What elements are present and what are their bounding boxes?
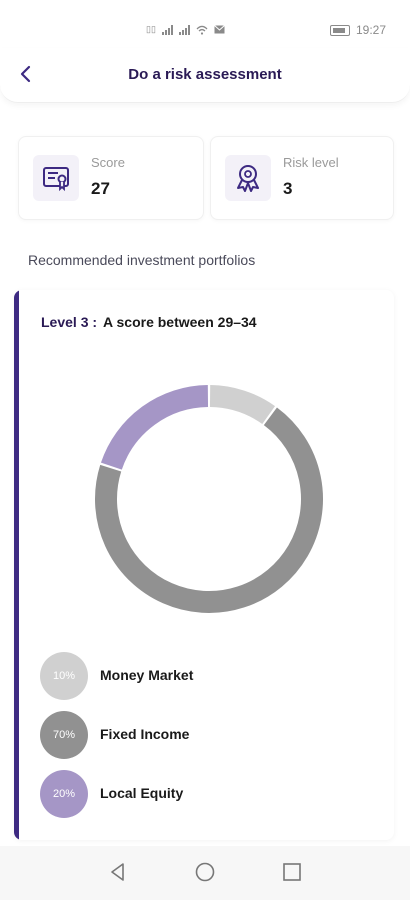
system-nav-bar: [0, 846, 410, 900]
allocation-donut-chart: [95, 385, 323, 613]
status-icons: ▯▯: [146, 24, 225, 35]
score-label: Score: [91, 155, 125, 170]
recents-square-icon: [283, 863, 301, 881]
wifi-icon: [196, 25, 208, 35]
level-label: Level 3 :: [41, 314, 98, 330]
chevron-left-icon: [20, 65, 31, 83]
certificate-icon: [33, 155, 79, 201]
back-button[interactable]: [14, 62, 38, 86]
score-card: Score 27: [18, 136, 204, 220]
status-time: 19:27: [356, 23, 387, 37]
risk-level-label: Risk level: [283, 155, 339, 170]
signal-icon: [161, 24, 173, 35]
sim-icon: ▯▯: [146, 24, 156, 34]
home-circle-icon: [195, 862, 215, 882]
donut-slice-fixed-income: [95, 407, 323, 613]
level-description: A score between 29–34: [103, 314, 257, 330]
accent-bar: [14, 290, 19, 840]
legend-percent-badge: 20%: [40, 770, 88, 818]
nav-home-button[interactable]: [193, 860, 217, 884]
level-heading: Level 3 : A score between 29–34: [41, 314, 257, 330]
back-triangle-icon: [111, 863, 124, 881]
legend-label: Local Equity: [100, 785, 184, 801]
legend-percent-badge: 70%: [40, 711, 88, 759]
risk-level-card: Risk level 3: [210, 136, 394, 220]
portfolio-card: Level 3 : A score between 29–34 10% Money…: [14, 290, 394, 840]
status-bar: ▯▯ 19:27: [0, 0, 410, 46]
legend-label: Fixed Income: [100, 726, 190, 742]
award-ribbon-icon: [225, 155, 271, 201]
nav-recents-button[interactable]: [280, 860, 304, 884]
score-value: 27: [91, 179, 110, 198]
signal-icon: [178, 24, 190, 35]
legend-label: Money Market: [100, 667, 194, 683]
legend-percent-badge: 10%: [40, 652, 88, 700]
app-bar: Do a risk assessment: [0, 48, 410, 103]
nav-back-button[interactable]: [106, 860, 130, 884]
mail-icon: [214, 25, 225, 34]
donut-slice-local-equity: [100, 385, 209, 470]
donut-slice-money-market: [209, 385, 276, 425]
risk-level-value: 3: [283, 179, 293, 198]
page-title: Do a risk assessment: [128, 66, 282, 83]
battery-icon: [330, 25, 350, 36]
section-title: Recommended investment portfolios: [28, 252, 256, 268]
